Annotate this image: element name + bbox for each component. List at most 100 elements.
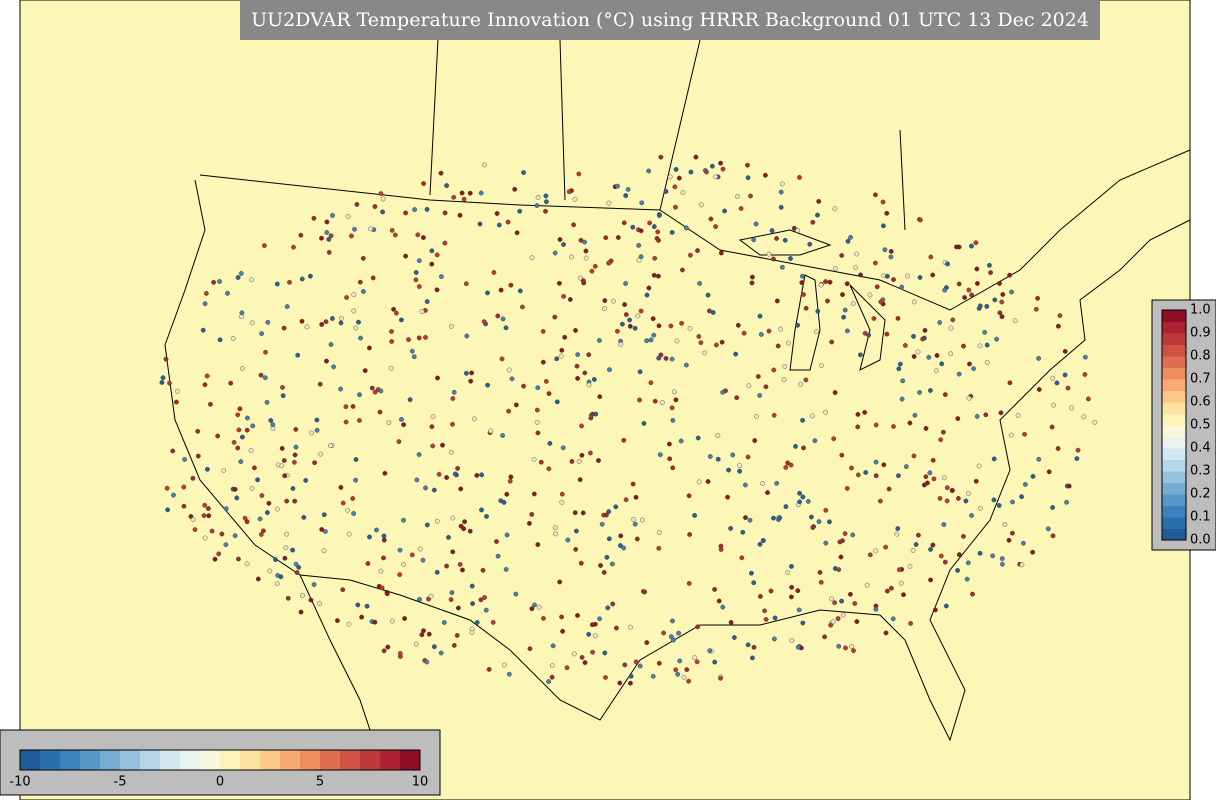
station-dot <box>999 556 1005 561</box>
station-dot <box>676 630 681 636</box>
station-dot <box>1062 372 1068 378</box>
station-dot <box>552 250 558 256</box>
map-title: UU2DVAR Temperature Innovation (°C) usin… <box>251 9 1089 31</box>
station-dot <box>977 303 983 309</box>
colorbar-segment <box>1162 379 1186 391</box>
station-dot <box>270 422 276 428</box>
station-dot <box>687 532 692 537</box>
station-dot <box>648 337 654 343</box>
station-dot <box>760 481 765 486</box>
station-dot <box>728 620 734 625</box>
station-dot <box>965 560 971 566</box>
station-dot <box>812 438 818 444</box>
station-dot <box>966 491 971 496</box>
station-dot <box>521 170 526 176</box>
station-dot <box>677 658 683 664</box>
station-dot <box>967 361 972 367</box>
station-dot <box>942 559 948 565</box>
station-dot <box>444 563 449 569</box>
station-dot <box>429 248 435 254</box>
station-dot <box>494 539 499 544</box>
station-dot <box>748 193 753 199</box>
station-dot <box>772 615 778 621</box>
station-dot <box>484 514 489 519</box>
station-dot <box>969 513 974 518</box>
station-dot <box>651 332 657 338</box>
station-dot <box>688 169 694 175</box>
station-dot <box>544 199 549 205</box>
colorbar-segment <box>80 750 101 770</box>
station-dot <box>829 339 835 345</box>
station-dot <box>633 659 639 665</box>
station-dot <box>573 327 578 333</box>
station-dot <box>975 281 980 286</box>
station-dot <box>1030 549 1036 555</box>
colorbar-segment <box>1162 448 1186 460</box>
station-dot <box>883 544 888 550</box>
station-dot <box>553 531 558 537</box>
station-dot <box>722 208 727 214</box>
station-dot <box>362 368 368 373</box>
station-dot <box>885 273 890 279</box>
station-dot <box>509 376 515 382</box>
station-dot <box>421 181 426 187</box>
station-dot <box>357 279 363 285</box>
station-dot <box>988 270 993 275</box>
station-dot <box>697 280 702 286</box>
station-dot <box>321 512 327 518</box>
station-dot <box>274 281 280 287</box>
station-dot <box>469 370 474 376</box>
station-dot <box>360 289 366 294</box>
station-dot <box>819 362 824 368</box>
station-dot <box>602 306 607 311</box>
station-dot <box>561 242 566 247</box>
station-dot <box>884 210 890 216</box>
station-dot <box>903 464 909 469</box>
station-dot <box>928 388 933 393</box>
station-dot <box>768 588 774 594</box>
station-dot <box>482 162 487 168</box>
station-dot <box>381 648 387 654</box>
station-dot <box>174 388 180 394</box>
station-dot <box>448 449 454 455</box>
station-dot <box>221 467 227 473</box>
station-dot <box>451 643 457 648</box>
station-dot <box>529 606 535 612</box>
station-dot <box>628 624 633 630</box>
station-dot <box>832 600 837 606</box>
station-dot <box>938 437 944 443</box>
station-dot <box>308 597 314 603</box>
station-dot <box>455 605 461 611</box>
station-dot <box>338 484 344 490</box>
station-dot <box>1069 405 1074 411</box>
colorbar-tick-label: 0.3 <box>1190 464 1211 479</box>
station-dot <box>671 389 677 395</box>
station-dot <box>827 519 832 525</box>
station-dot <box>576 171 582 177</box>
station-dot <box>403 253 408 259</box>
station-dot <box>942 287 948 293</box>
station-dot <box>430 414 436 419</box>
station-dot <box>789 594 794 600</box>
station-dot <box>698 340 704 346</box>
station-dot <box>379 585 385 591</box>
station-dot <box>1035 295 1041 301</box>
station-dot <box>409 552 415 558</box>
colorbar-segment <box>1162 310 1186 322</box>
station-dot <box>234 495 240 501</box>
station-dot <box>1074 456 1080 461</box>
station-dot <box>881 462 887 468</box>
station-dot <box>589 268 595 274</box>
station-dot <box>789 638 795 643</box>
station-dot <box>401 562 406 567</box>
station-dot <box>873 548 879 554</box>
station-dot <box>669 229 675 235</box>
station-dot <box>771 412 777 418</box>
station-dot <box>491 270 497 275</box>
station-dot <box>401 422 406 428</box>
station-dot <box>317 601 322 606</box>
station-dot <box>527 646 533 652</box>
station-dot <box>849 465 854 471</box>
station-dot <box>535 194 541 200</box>
station-dot <box>202 301 208 307</box>
